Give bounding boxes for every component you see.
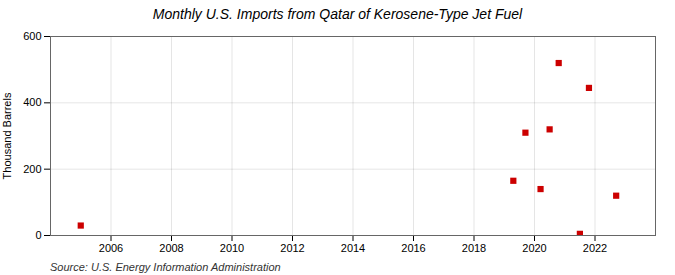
svg-text:2014: 2014: [341, 242, 365, 254]
svg-text:2006: 2006: [99, 242, 123, 254]
svg-text:2018: 2018: [462, 242, 486, 254]
svg-text:2020: 2020: [522, 242, 546, 254]
svg-text:2012: 2012: [280, 242, 304, 254]
svg-text:2010: 2010: [220, 242, 244, 254]
html-text:Source: U.S. Energy Informatio: Source: U.S. Energy Information Administ…: [50, 261, 281, 273]
html-text:Monthly U.S. Imports from Qata: Monthly U.S. Imports from Qatar of Keros…: [152, 6, 523, 22]
svg-text:600: 600: [23, 30, 41, 42]
svg-text:200: 200: [23, 163, 41, 175]
svg-text:2016: 2016: [401, 242, 425, 254]
svg-text:Thousand Barrels: Thousand Barrels: [1, 92, 13, 179]
svg-text:2022: 2022: [583, 242, 607, 254]
svg-text:400: 400: [23, 96, 41, 108]
svg-text:0: 0: [35, 229, 41, 241]
svg-text:2008: 2008: [159, 242, 183, 254]
